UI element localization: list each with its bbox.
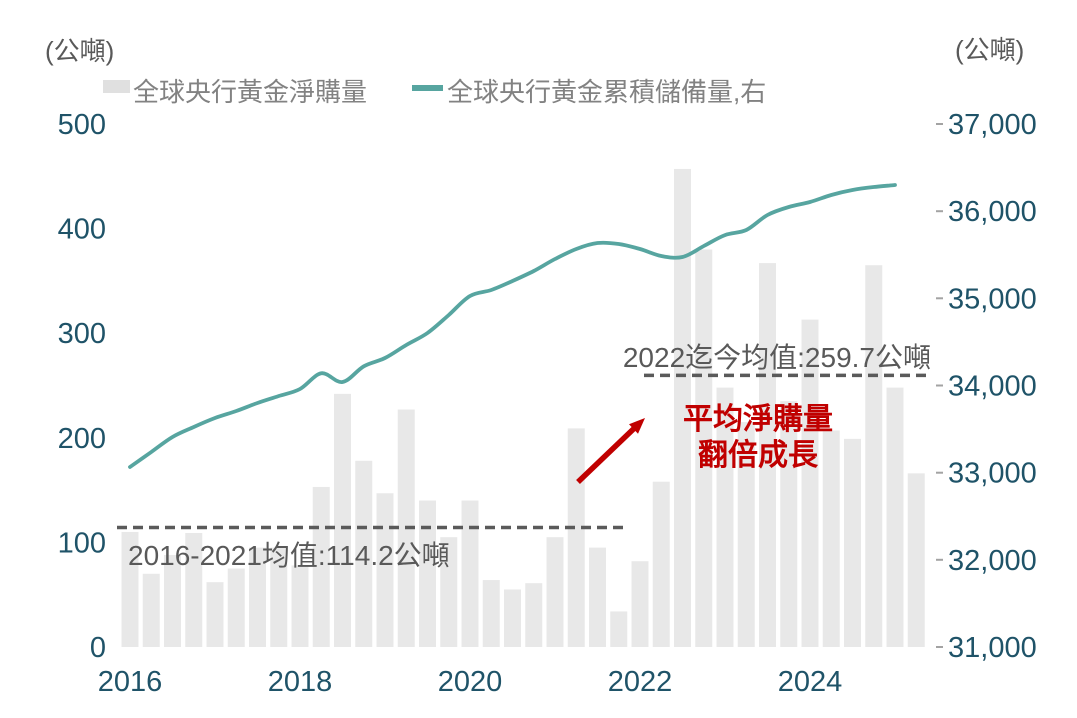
reserves-line bbox=[128, 183, 897, 469]
bar-2019Q3 bbox=[419, 500, 436, 647]
bar-2016Q4 bbox=[185, 532, 203, 647]
bar-2016Q3 bbox=[164, 554, 181, 647]
bar-2016Q1 bbox=[121, 531, 139, 647]
bar-2022Q3 bbox=[674, 168, 691, 648]
x-axis-tick-2022: 2022 bbox=[608, 666, 673, 698]
bar-2019Q1 bbox=[376, 493, 394, 647]
bar-2024Q4 bbox=[865, 265, 883, 647]
right-axis-unit: (公噸) bbox=[955, 35, 1025, 65]
bar-2018Q1 bbox=[291, 565, 309, 647]
x-axis-tick-2018: 2018 bbox=[268, 666, 333, 698]
left-axis-tick-400: 400 bbox=[58, 214, 106, 246]
bar-2025Q2 bbox=[907, 473, 925, 647]
bar-2023Q3 bbox=[759, 263, 776, 647]
right-axis-tick-33000: 33,000 bbox=[948, 458, 1037, 490]
left-axis-tick-300: 300 bbox=[58, 318, 106, 350]
legend-line-label: 全球央行黃金累積儲備量,右 bbox=[447, 77, 767, 107]
left-axis-tick-100: 100 bbox=[58, 527, 106, 559]
bar-2017Q3 bbox=[249, 547, 266, 647]
bar-2022Q1 bbox=[631, 561, 649, 647]
avg-2022-label: 2022迄今均值:259.7公噸 bbox=[622, 342, 931, 373]
bar-2023Q2 bbox=[737, 422, 755, 647]
x-axis-tick-2016: 2016 bbox=[98, 666, 163, 698]
bar-2019Q4 bbox=[440, 537, 458, 647]
x-axis-tick-2020: 2020 bbox=[438, 666, 503, 698]
right-axis-tick-32000: 32,000 bbox=[948, 545, 1037, 577]
bar-2018Q4 bbox=[355, 460, 373, 647]
bar-2020Q2 bbox=[482, 580, 500, 647]
bar-2017Q2 bbox=[227, 568, 245, 647]
right-axis-tick-37000: 37,000 bbox=[948, 109, 1037, 141]
growth-arrow-head bbox=[629, 418, 645, 434]
bar-2022Q4 bbox=[695, 249, 713, 647]
bar-2021Q4 bbox=[610, 611, 628, 647]
left-axis-tick-200: 200 bbox=[58, 423, 106, 455]
bar-2016Q2 bbox=[142, 573, 160, 647]
bar-2021Q1 bbox=[546, 537, 564, 647]
bar-2020Q4 bbox=[525, 583, 543, 647]
bar-2017Q1 bbox=[206, 582, 224, 647]
bar-2022Q2 bbox=[652, 481, 670, 647]
bar-2024Q2 bbox=[822, 430, 840, 647]
avg-2016-2021-label: 2016-2021均值:114.2公噸 bbox=[128, 540, 450, 571]
legend-line-swatch bbox=[412, 85, 443, 91]
bar-2018Q3 bbox=[334, 393, 351, 647]
left-axis-tick-500: 500 bbox=[58, 109, 106, 141]
legend-bar-label: 全球央行黃金淨購量 bbox=[133, 77, 368, 107]
right-axis-tick-36000: 36,000 bbox=[948, 196, 1037, 228]
bar-2023Q1 bbox=[716, 387, 734, 647]
growth-callout-line2: 翻倍成長 bbox=[698, 439, 818, 472]
bar-2020Q1 bbox=[461, 500, 479, 647]
bar-2020Q3 bbox=[504, 589, 521, 647]
left-axis-tick-0: 0 bbox=[90, 632, 106, 664]
bar-2021Q2 bbox=[567, 428, 585, 647]
bar-2017Q4 bbox=[270, 547, 288, 647]
legend-bar-swatch bbox=[103, 80, 130, 93]
right-axis-tick-34000: 34,000 bbox=[948, 371, 1037, 403]
bar-2024Q1 bbox=[801, 319, 819, 647]
right-axis-tick-35000: 35,000 bbox=[948, 283, 1037, 315]
bar-2025Q1 bbox=[886, 387, 904, 647]
growth-callout: 平均淨購量 翻倍成長 bbox=[652, 402, 864, 474]
growth-arrow-shaft bbox=[576, 426, 636, 484]
bar-2024Q3 bbox=[844, 438, 861, 647]
left-axis-unit: (公噸) bbox=[45, 36, 115, 66]
growth-callout-line1: 平均淨購量 bbox=[683, 403, 833, 436]
right-axis-tick-31000: 31,000 bbox=[948, 632, 1037, 664]
bar-2021Q3 bbox=[589, 547, 606, 647]
bar-2023Q4 bbox=[780, 401, 798, 647]
x-axis-tick-2024: 2024 bbox=[778, 666, 843, 698]
